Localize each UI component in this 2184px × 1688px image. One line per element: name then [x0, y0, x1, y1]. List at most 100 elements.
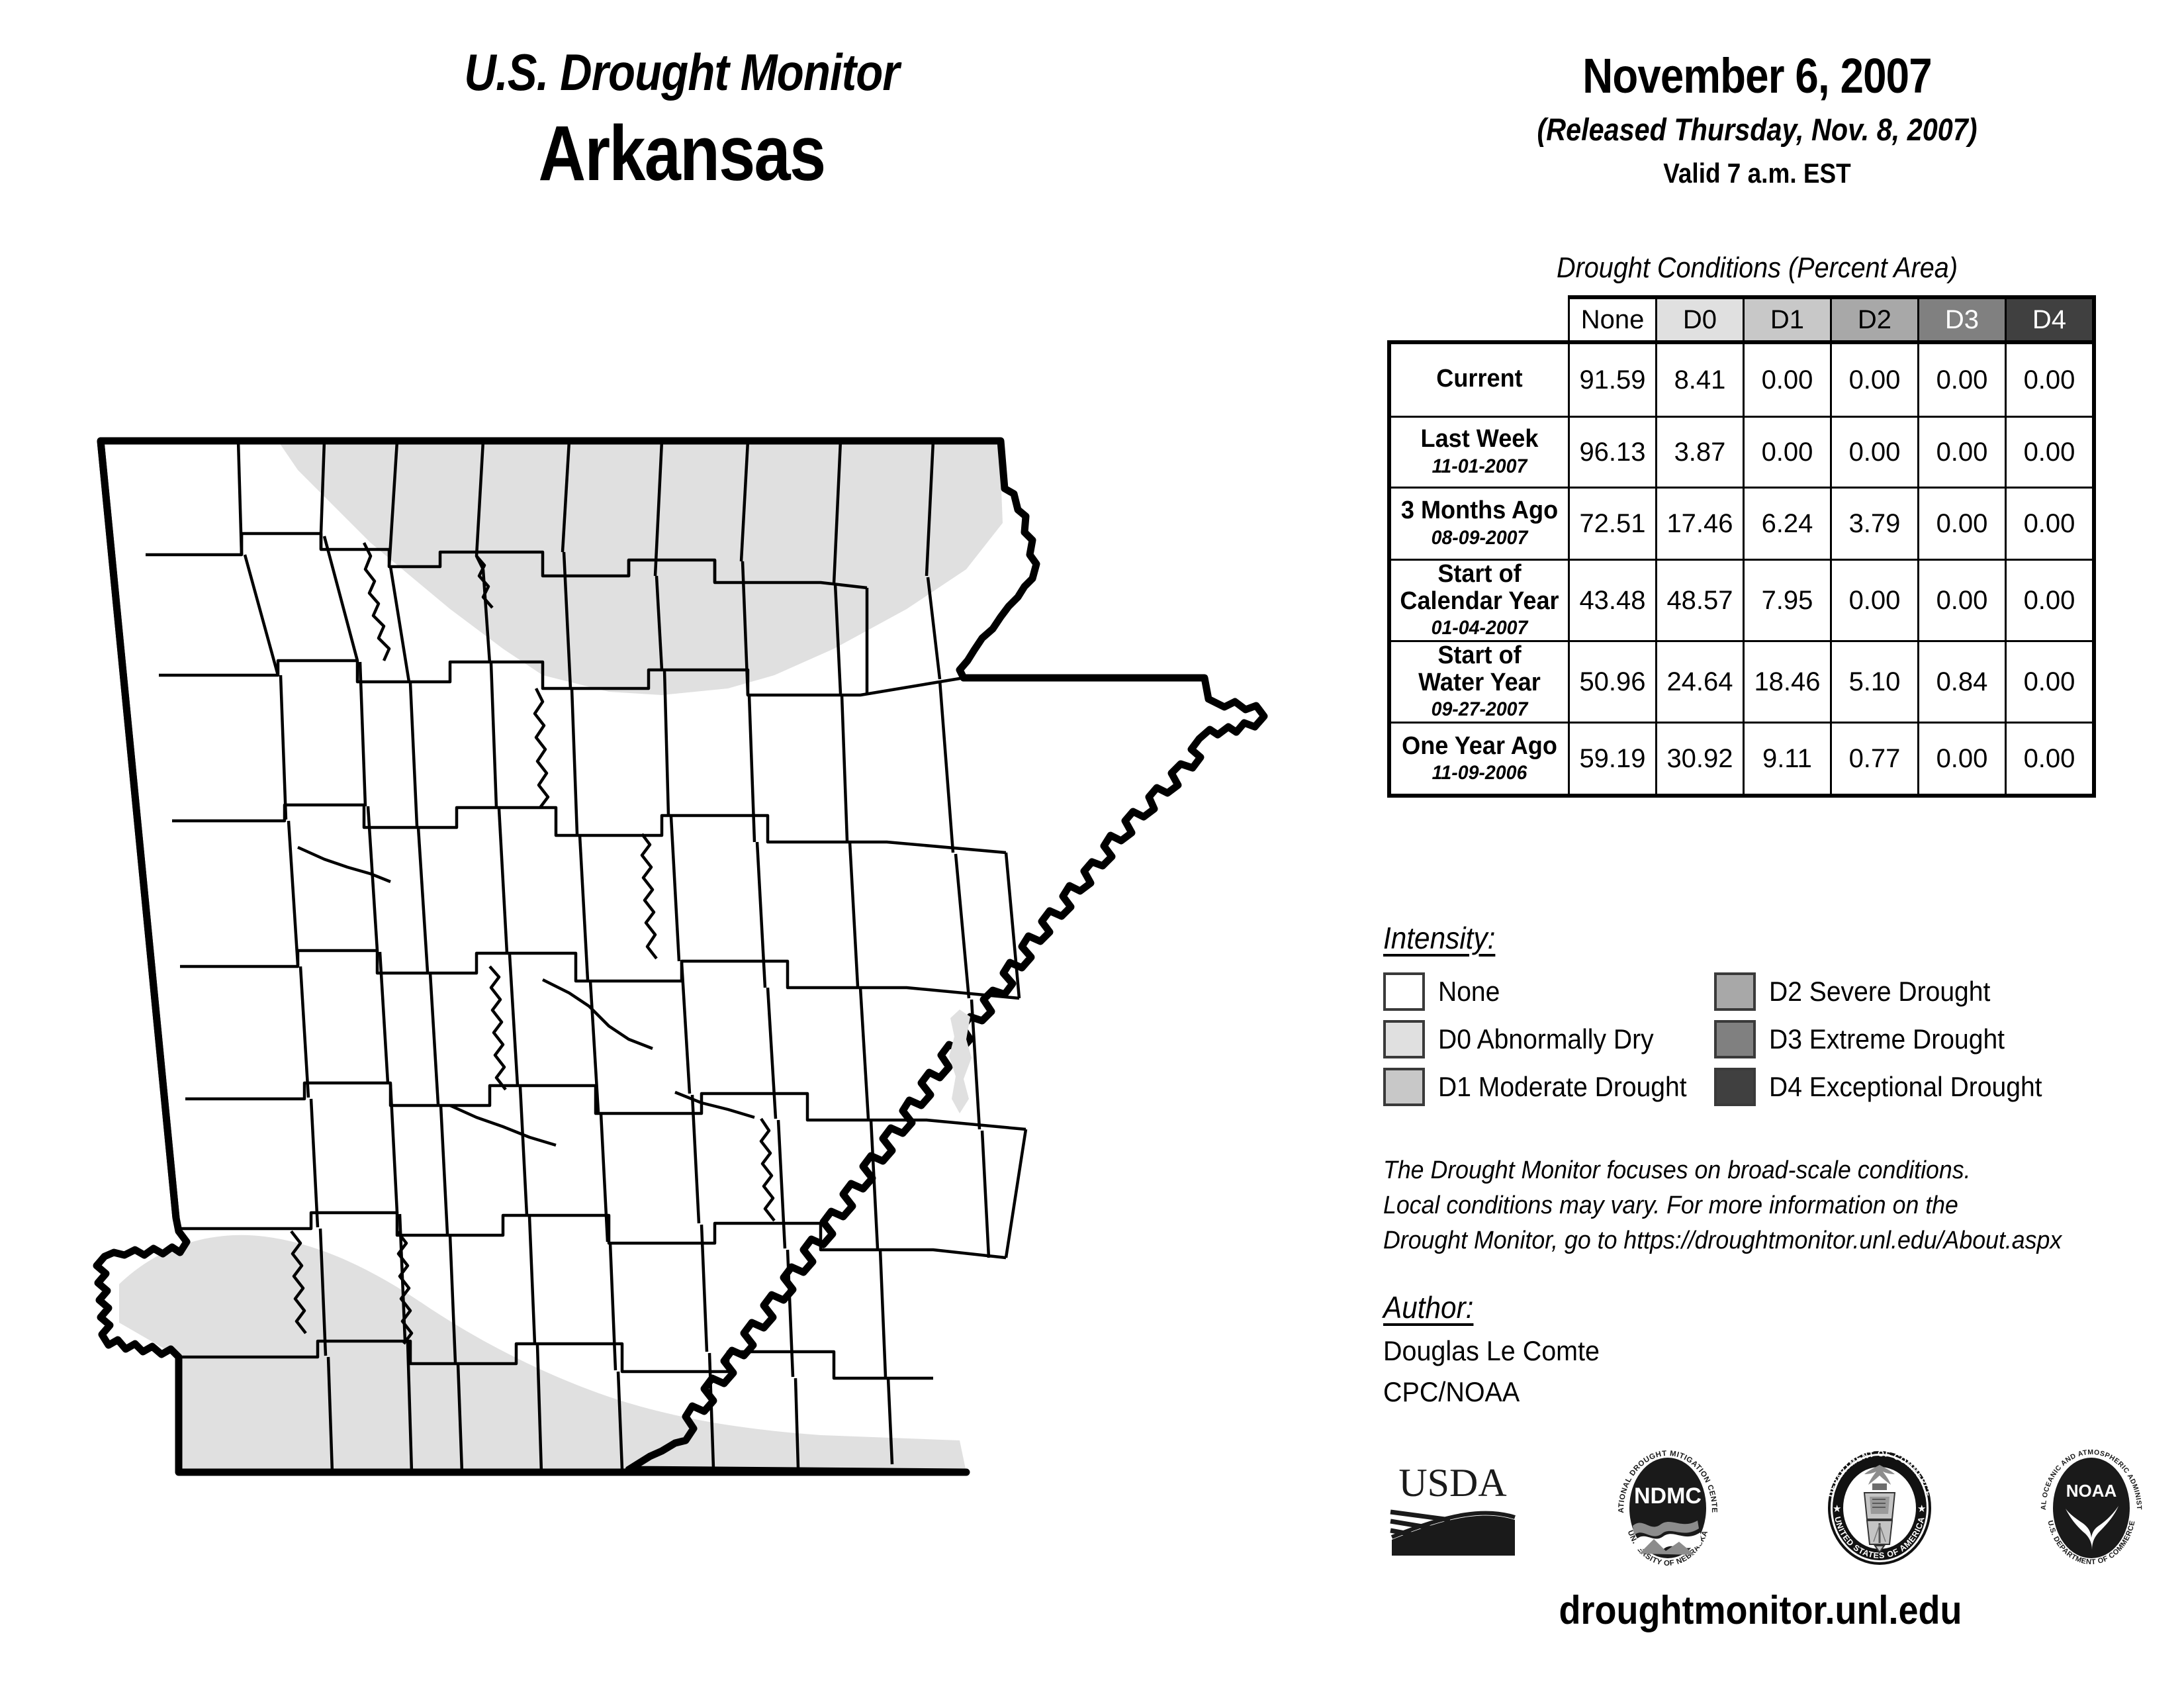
row-label-date: 11-01-2007 [1432, 455, 1527, 477]
cell-lastweek-d4: 0.00 [2005, 416, 2096, 489]
cell-lastweek-d0: 3.87 [1655, 416, 1745, 489]
author-block: Douglas Le Comte CPC/NOAA [1383, 1331, 1600, 1413]
cell-wat-d2: 5.10 [1830, 640, 1919, 724]
table-header-row: None D0 D1 D2 D3 D4 [1389, 295, 2096, 344]
disclaimer-line-2: Local conditions may vary. For more info… [1383, 1192, 1958, 1220]
cell-oya-d0: 30.92 [1655, 722, 1745, 798]
cell-wat-none: 50.96 [1568, 640, 1657, 724]
title-block: U.S. Drought Monitor Arkansas [0, 46, 1363, 197]
swatch-d2-icon [1714, 972, 1756, 1011]
legend-label-d2: D2 Severe Drought [1769, 976, 1991, 1007]
row-label-start-of-water-year: Start of Water Year 09-27-2007 [1387, 640, 1570, 724]
cell-current-d4: 0.00 [2005, 340, 2096, 418]
legend-item-d3: D3 Extreme Drought [1714, 1015, 2063, 1063]
legend-column-right: D2 Severe Drought D3 Extreme Drought D4 … [1714, 968, 2063, 1111]
legend-label-d1: D1 Moderate Drought [1438, 1071, 1687, 1102]
column-header-d2: D2 [1830, 295, 1919, 344]
cell-wat-d3: 0.84 [1917, 640, 2007, 724]
legend-column-left: None D0 Abnormally Dry D1 Moderate Droug… [1383, 968, 1706, 1111]
ndmc-logo: NATIONAL DROUGHT MITIGATION CENTER UNIVE… [1602, 1439, 1731, 1574]
cell-oya-none: 59.19 [1568, 722, 1657, 798]
valid-date: November 6, 2007 [1582, 48, 1932, 103]
table-caption: Drought Conditions (Percent Area) [1556, 252, 1958, 284]
site-url: droughtmonitor.unl.edu [1559, 1588, 1962, 1632]
row-label-3-months-ago: 3 Months Ago 08-09-2007 [1387, 487, 1570, 561]
legend-label-d4: D4 Exceptional Drought [1769, 1071, 2042, 1102]
cell-cal-d4: 0.00 [2005, 558, 2096, 643]
cell-current-d3: 0.00 [1917, 340, 2007, 418]
page-title: U.S. Drought Monitor [464, 43, 899, 101]
intensity-heading: Intensity: [1383, 921, 1496, 955]
cell-wat-d1: 18.46 [1743, 640, 1832, 724]
row-label-current: Current [1387, 340, 1570, 418]
legend-item-d4: D4 Exceptional Drought [1714, 1063, 2063, 1111]
valid-time: Valid 7 a.m. EST [1663, 158, 1851, 189]
row-label-name: One Year Ago [1402, 731, 1557, 760]
column-header-d1: D1 [1743, 295, 1832, 344]
cell-3mo-d2: 3.79 [1830, 487, 1919, 561]
swatch-d3-icon [1714, 1020, 1756, 1058]
doc-logo: DEPARTMENT OF COMMERCE UNITED STATES OF … [1817, 1445, 1942, 1574]
row-label-date: 08-09-2007 [1431, 526, 1528, 549]
column-header-none: None [1568, 295, 1657, 344]
arkansas-drought-map [79, 410, 1310, 1523]
svg-text:★: ★ [1917, 1503, 1926, 1515]
cell-3mo-d1: 6.24 [1743, 487, 1832, 561]
legend-item-none: None [1383, 968, 1706, 1015]
arkansas-west-border [97, 440, 180, 1219]
row-label-one-year-ago: One Year Ago 11-09-2006 [1387, 722, 1570, 798]
cell-oya-d4: 0.00 [2005, 722, 2096, 798]
swatch-d0-icon [1383, 1020, 1425, 1058]
cell-current-d0: 8.41 [1655, 340, 1745, 418]
legend-label-d3: D3 Extreme Drought [1769, 1023, 2005, 1055]
state-title: Arkansas [538, 110, 827, 197]
table-corner-cell [1389, 297, 1569, 342]
cell-cal-d0: 48.57 [1655, 558, 1745, 643]
cell-3mo-none: 72.51 [1568, 487, 1657, 561]
cell-current-none: 91.59 [1568, 340, 1657, 418]
cell-3mo-d0: 17.46 [1655, 487, 1745, 561]
legend-item-d0: D0 Abnormally Dry [1383, 1015, 1706, 1063]
cell-3mo-d4: 0.00 [2005, 487, 2096, 561]
svg-text:NOAA: NOAA [2066, 1481, 2117, 1501]
swatch-d1-icon [1383, 1068, 1425, 1106]
cell-current-d2: 0.00 [1830, 340, 1919, 418]
swatch-d4-icon [1714, 1068, 1756, 1106]
county-boundaries [146, 440, 1028, 1473]
drought-region-d0-east-sliver [949, 1009, 972, 1113]
author-heading: Author: [1383, 1290, 1474, 1325]
cell-cal-d2: 0.00 [1830, 558, 1919, 643]
drought-region-d0-north [278, 441, 1003, 695]
drought-region-d0-southwest [119, 1235, 966, 1472]
logo-row: USDA NATIONAL DROUGHT MITIGATION CENTER … [1387, 1439, 2154, 1575]
cell-cal-d1: 7.95 [1743, 558, 1832, 643]
usda-logo: USDA [1387, 1455, 1519, 1564]
table-row: Start of Water Year 09-27-2007 50.96 24.6… [1387, 640, 2096, 724]
cell-lastweek-none: 96.13 [1568, 416, 1657, 489]
cell-3mo-d3: 0.00 [1917, 487, 2007, 561]
row-label-name: Start of Water Year [1418, 641, 1541, 697]
legend-label-d0: D0 Abnormally Dry [1438, 1023, 1654, 1055]
row-label-name: Current [1436, 365, 1523, 393]
author-affiliation: CPC/NOAA [1383, 1376, 1520, 1408]
row-label-date: 01-04-2007 [1431, 617, 1528, 639]
noaa-logo: NATIONAL OCEANIC AND ATMOSPHERIC ADMINIS… [2026, 1439, 2154, 1574]
swatch-none-icon [1383, 972, 1425, 1011]
cell-wat-d4: 0.00 [2005, 640, 2096, 724]
cell-oya-d1: 9.11 [1743, 722, 1832, 798]
row-label-date: 11-09-2006 [1432, 761, 1527, 784]
column-header-d4: D4 [2005, 295, 2096, 344]
table-row: Current 91.59 8.41 0.00 0.00 0.00 0.00 [1387, 340, 2096, 418]
release-note: (Released Thursday, Nov. 8, 2007) [1537, 112, 1978, 147]
column-header-d3: D3 [1917, 295, 2007, 344]
date-block: November 6, 2007 (Released Thursday, Nov… [1363, 52, 2151, 187]
row-label-date: 09-27-2007 [1431, 698, 1528, 721]
table-row: One Year Ago 11-09-2006 59.19 30.92 9.11… [1387, 722, 2096, 798]
table-row: Start of Calendar Year 01-04-2007 43.48 4… [1387, 558, 2096, 643]
legend-item-d2: D2 Severe Drought [1714, 968, 2063, 1015]
table-row: 3 Months Ago 08-09-2007 72.51 17.46 6.24… [1387, 487, 2096, 561]
svg-text:★: ★ [1833, 1503, 1841, 1515]
legend-label-none: None [1438, 976, 1500, 1007]
author-name: Douglas Le Comte [1383, 1335, 1600, 1366]
column-header-d0: D0 [1655, 295, 1745, 344]
